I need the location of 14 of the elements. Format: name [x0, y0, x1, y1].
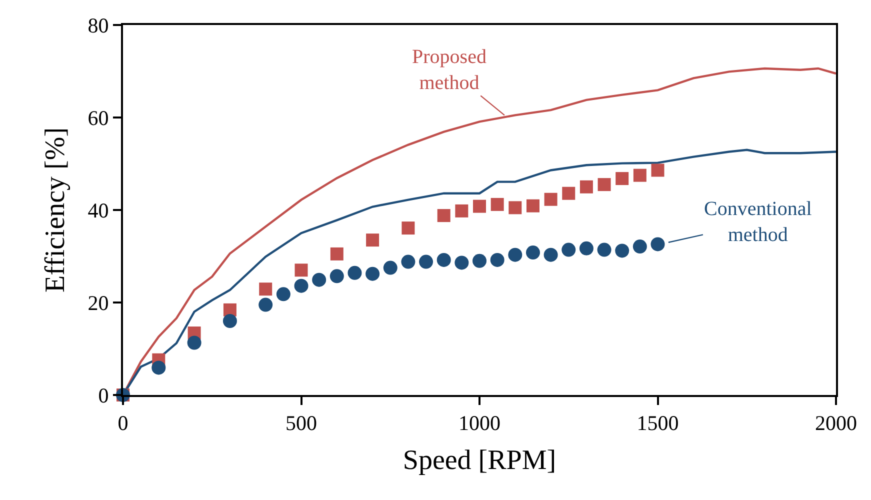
x-axis-title: Speed [RPM]: [402, 444, 556, 476]
x-tick-label: 500: [286, 411, 317, 436]
x-tick-label: 2000: [815, 411, 857, 436]
annotation: Proposed method: [412, 46, 486, 94]
y-tick-label: 40: [88, 198, 109, 222]
x-tick-label: 1000: [458, 411, 500, 436]
annotation: Conventional method: [704, 198, 812, 246]
x-tick-label: 1500: [636, 411, 679, 436]
y-axis-title: Efficiency [%]: [40, 127, 71, 293]
x-tick-label: 0: [118, 411, 128, 436]
y-tick-label: 0: [98, 383, 109, 408]
y-tick-label: 20: [88, 290, 109, 315]
y-tick-label: 60: [88, 106, 109, 130]
y-tick-label: 80: [88, 13, 109, 38]
